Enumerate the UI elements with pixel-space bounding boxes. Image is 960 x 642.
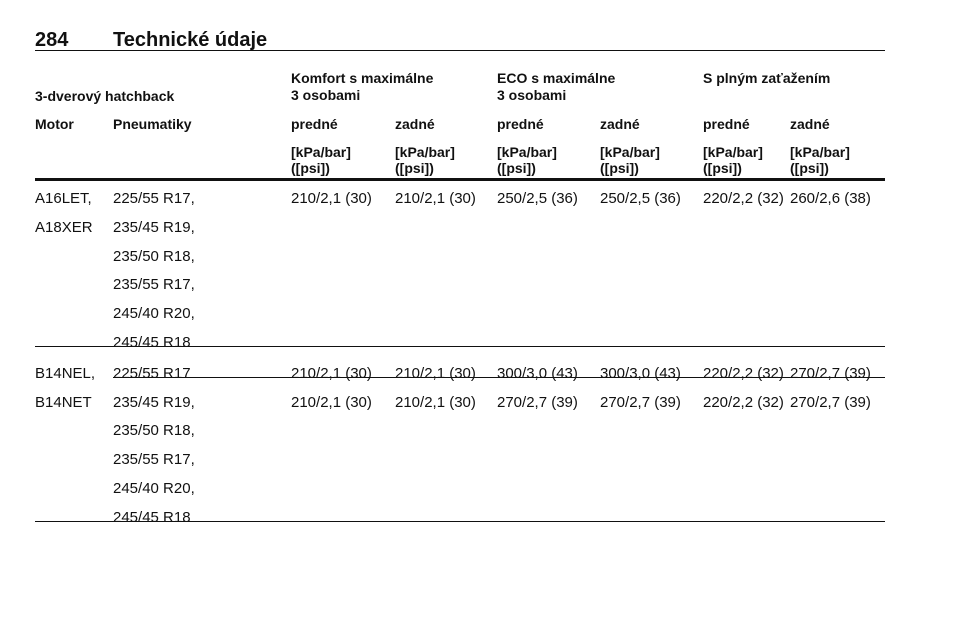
group-header: 3 osobami [291,87,361,103]
rule [35,345,885,347]
unit-header: [kPa/bar] [790,144,850,160]
unit-header: [kPa/bar] [395,144,455,160]
column-header: zadné [790,116,830,132]
unit-header: ([psi]) [497,160,536,176]
pressure: 300/3,0 (43) [600,364,681,382]
pressure: 250/2,5 (36) [497,190,578,207]
tire: 225/55 R17, [113,190,195,207]
tire: 235/50 R18, [113,422,195,440]
column-header: predné [291,116,338,132]
unit-header: ([psi]) [703,160,742,176]
column-header: Motor [35,116,74,132]
rule [113,376,885,378]
tire: 235/50 R18, [113,247,195,265]
pressure: 210/2,1 (30) [395,190,476,207]
pressure: 250/2,5 (36) [600,190,681,207]
tire: 245/45 R18 [113,334,191,351]
unit-header: [kPa/bar] [703,144,763,160]
engine: B14NEL, [35,364,96,382]
pressure: 210/2,1 (30) [395,393,476,411]
unit-header: ([psi]) [395,160,434,176]
engine: A18XER [35,218,93,236]
column-header: zadné [395,116,435,132]
table-caption: 3-dverový hatchback [35,88,175,104]
tire: 245/40 R20, [113,480,195,497]
unit-header: ([psi]) [790,160,829,176]
pressure: 210/2,1 (30) [395,364,476,382]
tire: 245/45 R18 [113,508,191,526]
group-header: S plným zaťažením [703,70,831,86]
pressure: 300/3,0 (43) [497,364,578,382]
rule [35,520,885,522]
pressure: 270/2,7 (39) [790,364,871,382]
column-header: predné [703,116,750,132]
tire: 225/55 R17 [113,364,191,382]
page-title: Technické údaje [113,29,268,51]
pressure: 270/2,7 (39) [600,393,681,411]
column-header: zadné [600,116,640,132]
column-header: Pneumatiky [113,116,192,132]
column-header: predné [497,116,544,132]
tire: 235/45 R19, [113,393,195,411]
engine: A16LET, [35,190,92,207]
unit-header: ([psi]) [600,160,639,176]
page-number: 284 [35,29,69,51]
pressure: 220/2,2 (32) [703,190,784,207]
unit-header: [kPa/bar] [497,144,557,160]
pressure: 270/2,7 (39) [790,393,871,411]
pressure: 210/2,1 (30) [291,364,372,382]
pressure: 210/2,1 (30) [291,393,372,411]
engine: B14NET [35,393,92,411]
pressure: 210/2,1 (30) [291,190,372,207]
group-header: 3 osobami [497,87,567,103]
pressure: 220/2,2 (32) [703,393,784,411]
tire: 245/40 R20, [113,305,195,323]
group-header: Komfort s maximálne [291,70,434,86]
tire: 235/55 R17, [113,451,195,469]
tire: 235/55 R17, [113,276,195,294]
unit-header: [kPa/bar] [291,144,351,160]
unit-header: ([psi]) [291,160,330,176]
pressure: 270/2,7 (39) [497,393,578,411]
pressure: 220/2,2 (32) [703,364,784,382]
tire: 235/45 R19, [113,218,195,236]
pressure: 260/2,6 (38) [790,190,871,207]
rule [35,178,885,181]
rule [35,50,885,51]
unit-header: [kPa/bar] [600,144,660,160]
group-header: ECO s maximálne [497,70,616,86]
